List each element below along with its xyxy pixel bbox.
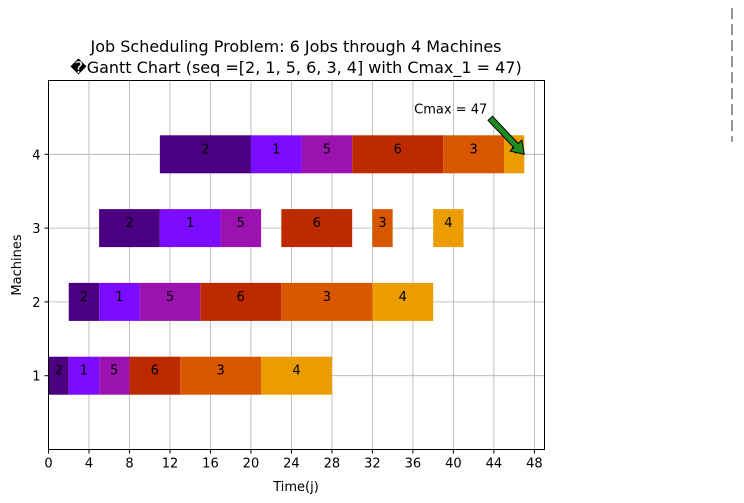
gantt-bar — [99, 282, 140, 321]
gantt-bar — [281, 209, 353, 248]
gantt-bar — [48, 356, 69, 395]
gantt-bar — [372, 209, 393, 248]
gantt-bar — [68, 356, 100, 395]
gantt-bar-label: 4 — [444, 216, 452, 231]
x-tick-label: 16 — [202, 457, 219, 472]
chart-title-line2: �Gantt Chart (seq =[2, 1, 5, 6, 3, 4] wi… — [70, 58, 521, 78]
x-tick-label: 48 — [526, 457, 543, 472]
gantt-bar — [250, 135, 302, 174]
gantt-bar-label: 1 — [272, 142, 280, 157]
gantt-bar-label: 6 — [394, 142, 402, 157]
gantt-bar — [99, 209, 160, 248]
x-axis-ticks: 0 4 8 12 16 20 24 28 32 36 40 44 48 — [44, 449, 543, 472]
dashed-line-decoration — [731, 8, 733, 142]
gantt-bar — [200, 282, 282, 321]
x-tick-label: 8 — [125, 457, 133, 472]
gantt-bar — [180, 356, 262, 395]
gantt-bar-label: 5 — [323, 142, 331, 157]
y-tick-label: 4 — [32, 148, 40, 163]
gantt-bar — [261, 356, 332, 395]
gantt-bar — [372, 282, 434, 321]
gantt-bar-label: 3 — [216, 364, 224, 379]
gantt-bar — [220, 209, 262, 248]
x-tick-label: 4 — [85, 457, 93, 472]
gantt-bar-label: 2 — [54, 364, 62, 379]
x-tick-label: 12 — [162, 457, 179, 472]
plot-frame — [48, 80, 545, 450]
gantt-bar-label: 1 — [186, 216, 194, 231]
gantt-bar-label: 6 — [237, 290, 245, 305]
x-tick-label: 28 — [324, 457, 341, 472]
cmax-annotation: Cmax = 47 — [414, 102, 525, 155]
gantt-bar-label: 1 — [80, 364, 88, 379]
gantt-bar-label: 3 — [378, 216, 386, 231]
gantt-bar-label: 3 — [470, 142, 478, 157]
gantt-bar-label: 6 — [313, 216, 321, 231]
gantt-bar — [352, 135, 444, 174]
x-tick-label: 40 — [445, 457, 462, 472]
x-tick-label: 44 — [486, 457, 503, 472]
y-axis-label: Machines — [10, 234, 25, 295]
gantt-bar-label: 5 — [166, 290, 174, 305]
y-tick-label: 3 — [32, 222, 40, 237]
gantt-bar-label: 5 — [237, 216, 245, 231]
cmax-annotation-text: Cmax = 47 — [414, 102, 487, 117]
x-tick-label: 0 — [44, 457, 52, 472]
gantt-bar — [68, 282, 100, 321]
gantt-bar-label: 3 — [323, 290, 331, 305]
x-tick-label: 32 — [364, 457, 381, 472]
gantt-bar — [433, 209, 464, 248]
y-tick-label: 2 — [32, 296, 40, 311]
gantt-bar-label: 2 — [80, 290, 88, 305]
gantt-bar — [129, 356, 181, 395]
gantt-bar — [443, 135, 505, 174]
x-tick-label: 24 — [283, 457, 300, 472]
gantt-bar-label: 2 — [125, 216, 133, 231]
gantt-bar-label: 6 — [151, 364, 159, 379]
gantt-bar — [139, 282, 201, 321]
y-tick-label: 1 — [32, 370, 40, 385]
chart-title-line1: Job Scheduling Problem: 6 Jobs through 4… — [89, 37, 501, 56]
gantt-bar — [301, 135, 353, 174]
gantt-bar — [159, 135, 251, 174]
cmax-arrow — [487, 115, 525, 155]
y-axis-ticks: 1 2 3 4 — [32, 148, 49, 385]
gantt-bar-label: 5 — [110, 364, 118, 379]
gantt-bars: 215634215634215634215634 — [48, 135, 525, 395]
gantt-bar-label: 1 — [115, 290, 123, 305]
gantt-bar — [159, 209, 221, 248]
gantt-bar — [99, 356, 130, 395]
gantt-bar-label: 2 — [201, 142, 209, 157]
gantt-bar-label: 4 — [399, 290, 407, 305]
gantt-bar — [281, 282, 373, 321]
x-tick-label: 20 — [243, 457, 260, 472]
x-tick-label: 36 — [405, 457, 422, 472]
gantt-bar-label: 4 — [292, 364, 300, 379]
x-axis-label: Time(j) — [272, 480, 319, 495]
